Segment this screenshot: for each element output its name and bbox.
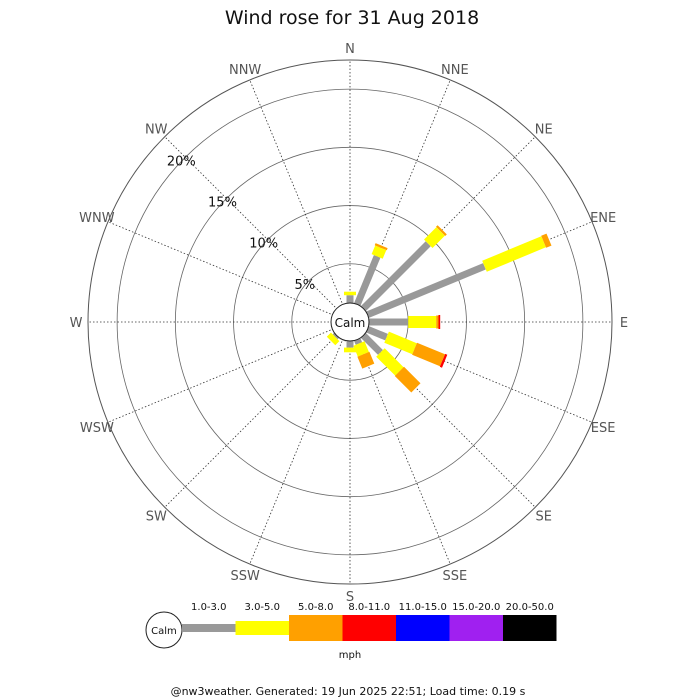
spoke-wnw <box>107 221 351 323</box>
legend-label-2: 3.0-5.0 <box>245 602 280 613</box>
direction-label-nw: NW <box>145 122 168 137</box>
bar-ne-bin-3 <box>436 225 447 236</box>
bar-nne-bin-3 <box>374 243 388 251</box>
legend-swatch-3 <box>289 615 343 641</box>
spoke-nw <box>164 136 351 323</box>
ring-20 <box>116 88 584 556</box>
bar-sse-bin-2 <box>353 341 369 357</box>
legend-calm-label: Calm <box>151 626 177 637</box>
radial-tick-label-10: 10% <box>249 237 278 252</box>
spoke-ese <box>349 321 593 423</box>
direction-label-n: N <box>345 42 355 57</box>
legend-label-6: 15.0-20.0 <box>452 602 500 613</box>
direction-label-wnw: WNW <box>79 211 115 226</box>
radial-tick-label-20: 20% <box>167 154 196 169</box>
legend-label-3: 5.0-8.0 <box>298 602 333 613</box>
bar-se-bin-3 <box>394 366 421 393</box>
bar-e-bin-3 <box>436 315 439 329</box>
bar-n-bin-2 <box>344 291 356 296</box>
legend-label-7: 20.0-50.0 <box>506 602 554 613</box>
spoke-sse <box>349 321 451 565</box>
bar-ene-bin-3 <box>541 233 552 248</box>
bar-ene-bin-1 <box>362 263 486 320</box>
direction-label-nnw: NNW <box>229 63 261 78</box>
legend-swatch-1 <box>182 624 236 632</box>
bar-sse-bin-3 <box>357 351 375 369</box>
spoke-ne <box>349 136 536 323</box>
spoke-ssw <box>249 321 351 565</box>
legend-swatch-4 <box>342 615 396 641</box>
bar-ese-bin-4 <box>439 353 448 368</box>
direction-label-wsw: WSW <box>80 421 114 436</box>
calm-label: Calm <box>335 316 366 330</box>
legend-swatch-6 <box>449 615 503 641</box>
bar-ese-bin-3 <box>412 342 445 367</box>
radial-tick-label-15: 15% <box>208 195 237 210</box>
legend-swatch-2 <box>235 621 289 635</box>
direction-label-w: W <box>70 316 83 331</box>
bar-ese-bin-1 <box>362 324 388 341</box>
spoke-nnw <box>249 79 351 323</box>
direction-label-s: S <box>346 590 354 605</box>
direction-label-se: SE <box>536 510 552 525</box>
spoke-nne <box>349 79 451 323</box>
direction-label-e: E <box>620 316 628 331</box>
ring-15 <box>174 146 526 498</box>
legend-swatch-7 <box>503 615 557 641</box>
direction-label-ene: ENE <box>590 211 616 226</box>
legend-swatch-5 <box>396 615 450 641</box>
direction-label-ne: NE <box>535 122 553 137</box>
footer-text: @nw3weather. Generated: 19 Jun 2025 22:5… <box>171 685 526 698</box>
bar-e-bin-1 <box>365 318 409 326</box>
spoke-sw <box>164 321 351 508</box>
bar-se-bin-2 <box>376 348 404 376</box>
direction-label-ssw: SSW <box>230 569 260 584</box>
legend-label-1: 1.0-3.0 <box>191 602 226 613</box>
bar-ese-bin-2 <box>384 331 417 355</box>
bar-e-bin-2 <box>408 316 437 328</box>
direction-label-sse: SSE <box>442 569 467 584</box>
bar-ne-bin-1 <box>358 241 431 314</box>
bar-sw-bin-2 <box>326 332 340 346</box>
spoke-wsw <box>107 321 351 423</box>
bar-ene-bin-2 <box>482 236 546 272</box>
bar-e-bin-4 <box>438 315 441 329</box>
speed-legend: Calm mph 1.0-3.0 3.0-5.0 5.0-8.0 8.0-11.0 11… <box>145 602 557 661</box>
bar-se-bin-1 <box>358 330 383 355</box>
direction-label-ese: ESE <box>591 421 616 436</box>
bar-ne-bin-2 <box>424 227 445 248</box>
bar-nne-bin-1 <box>352 255 381 310</box>
wind-bars <box>326 225 552 393</box>
legend-unit-label: mph <box>339 650 361 661</box>
direction-label-nne: NNE <box>441 63 469 78</box>
chart-title: Wind rose for 31 Aug 2018 <box>225 7 479 29</box>
radial-tick-label-5: 5% <box>295 278 316 293</box>
bar-nne-bin-2 <box>371 245 387 259</box>
spoke-se <box>349 321 536 508</box>
direction-label-sw: SW <box>146 510 167 525</box>
legend-label-4: 8.0-11.0 <box>348 602 390 613</box>
outer-ring <box>87 59 613 585</box>
calm-circle <box>330 302 370 342</box>
bar-s-bin-2 <box>344 347 356 353</box>
legend-label-5: 11.0-15.0 <box>399 602 447 613</box>
